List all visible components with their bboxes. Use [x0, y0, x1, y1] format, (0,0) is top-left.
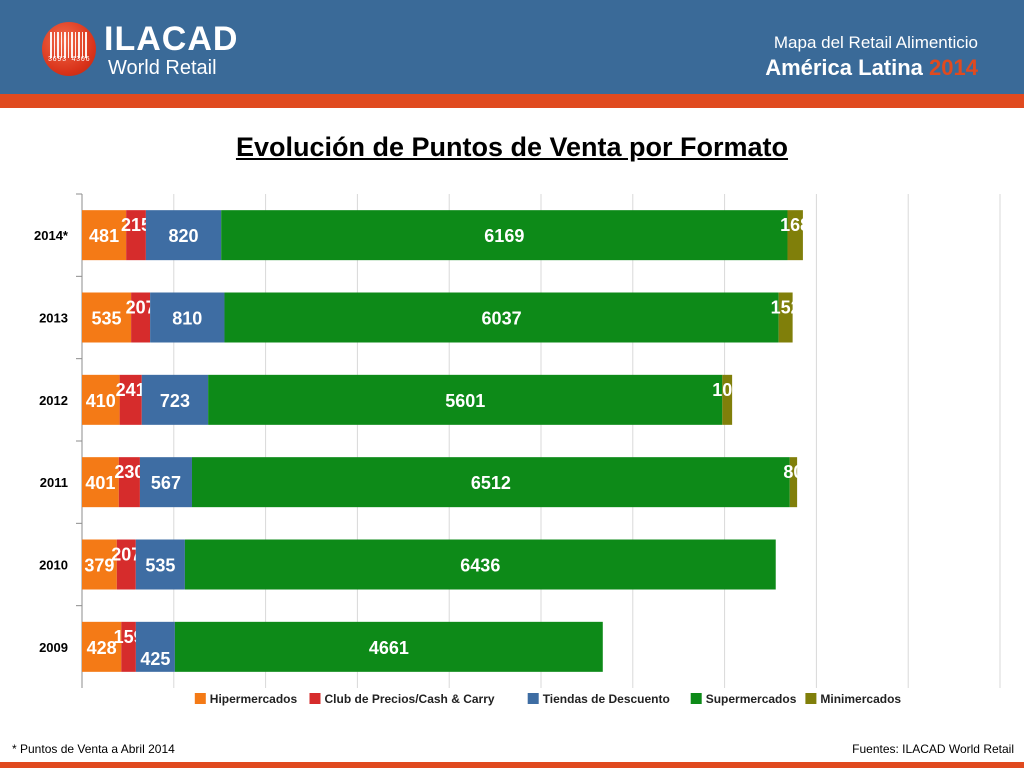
bar-segment: [135, 621, 175, 672]
data-label: 425: [140, 649, 170, 669]
bar-segment: [174, 621, 603, 672]
bar-segment: [126, 210, 146, 261]
bar-segment: [224, 292, 779, 343]
data-label: 207: [126, 298, 156, 318]
data-label: 168: [780, 215, 810, 235]
logo-numbers: 3693 4306: [47, 56, 91, 64]
bar-segment: [787, 210, 803, 261]
bar-segment: [139, 457, 192, 508]
legend-label: Supermercados: [706, 692, 797, 706]
logo-name: ILACAD: [104, 20, 239, 58]
bar-segment: [722, 374, 733, 425]
y-tick-label: 2011: [40, 475, 68, 490]
data-label: 567: [151, 473, 181, 493]
legend-label: Minimercados: [820, 692, 901, 706]
bar-segment: [82, 292, 132, 343]
legend-label: Hipermercados: [210, 692, 298, 706]
data-label: 4661: [369, 638, 409, 658]
data-label: 535: [145, 556, 175, 576]
bar-segment: [789, 457, 798, 508]
bar-segment: [82, 457, 119, 508]
data-label: 401: [85, 473, 115, 493]
header-year: 2014: [929, 55, 978, 80]
data-label: 535: [92, 309, 122, 329]
data-label: 215: [121, 215, 151, 235]
data-label: 481: [89, 226, 119, 246]
legend-swatch: [690, 693, 702, 704]
legend-label: Club de Precios/Cash & Carry: [325, 692, 495, 706]
data-label: 207: [111, 545, 141, 565]
data-label: 6512: [471, 473, 511, 493]
data-label: 80: [783, 462, 803, 482]
bar-segment: [135, 539, 185, 590]
header-bar: 3693 4306 ILACAD World Retail Mapa del R…: [0, 0, 1024, 94]
header-subtitle-line1: Mapa del Retail Alimenticio: [773, 33, 978, 52]
data-label: 410: [86, 391, 116, 411]
y-tick-label: 2014*: [34, 228, 69, 243]
legend-swatch: [194, 693, 206, 704]
y-tick-label: 2009: [39, 640, 68, 655]
data-label: 107: [712, 380, 742, 400]
legend-swatch: [527, 693, 539, 704]
bar-segment: [141, 374, 209, 425]
data-label: 5601: [445, 391, 485, 411]
data-label: 810: [172, 309, 202, 329]
header-subtitle: Mapa del Retail Alimenticio América Lati…: [765, 32, 978, 82]
header-subtitle-line2: América Latina 2014: [765, 54, 978, 82]
source-note: Fuentes: ILACAD World Retail: [852, 742, 1014, 756]
bar-segment: [778, 292, 793, 343]
bottom-accent-stripe: [0, 762, 1024, 768]
data-label: 230: [114, 462, 144, 482]
y-tick-label: 2010: [39, 558, 68, 573]
legend-label: Tiendas de Descuento: [543, 692, 670, 706]
bar-segment: [82, 210, 127, 261]
bar-segment: [191, 457, 790, 508]
bar-segment: [82, 374, 120, 425]
y-tick-label: 2012: [39, 393, 68, 408]
data-label: 723: [160, 391, 190, 411]
bar-segment: [118, 457, 140, 508]
bar-segment: [150, 292, 225, 343]
data-label: 152: [771, 298, 801, 318]
bar-segment: [131, 292, 151, 343]
ilacad-logo-icon: 3693 4306: [42, 22, 96, 76]
data-label: 241: [116, 380, 146, 400]
bar-segment: [145, 210, 222, 261]
footnote: * Puntos de Venta a Abril 2014: [12, 742, 175, 756]
chart-title: Evolución de Puntos de Venta por Formato: [235, 132, 789, 162]
logo-subtitle: World Retail: [108, 57, 217, 79]
data-label: 6169: [484, 226, 524, 246]
y-tick-label: 2013: [39, 311, 68, 326]
data-label: 379: [84, 556, 114, 576]
header-accent-stripe: [0, 94, 1024, 108]
bar-segment: [184, 539, 776, 590]
legend-swatch: [309, 693, 321, 704]
bar-segment: [119, 374, 142, 425]
data-label: 6037: [482, 309, 522, 329]
data-label: 6436: [460, 556, 500, 576]
data-label: 820: [169, 226, 199, 246]
bar-segment: [208, 374, 723, 425]
data-label: 428: [87, 638, 117, 658]
header-region: América Latina: [765, 55, 923, 80]
bar-segment: [121, 621, 136, 672]
bar-segment: [82, 621, 122, 672]
bar-segment: [82, 539, 117, 590]
bar-segment: [221, 210, 788, 261]
legend-swatch: [805, 693, 817, 704]
bar-segment: [116, 539, 136, 590]
